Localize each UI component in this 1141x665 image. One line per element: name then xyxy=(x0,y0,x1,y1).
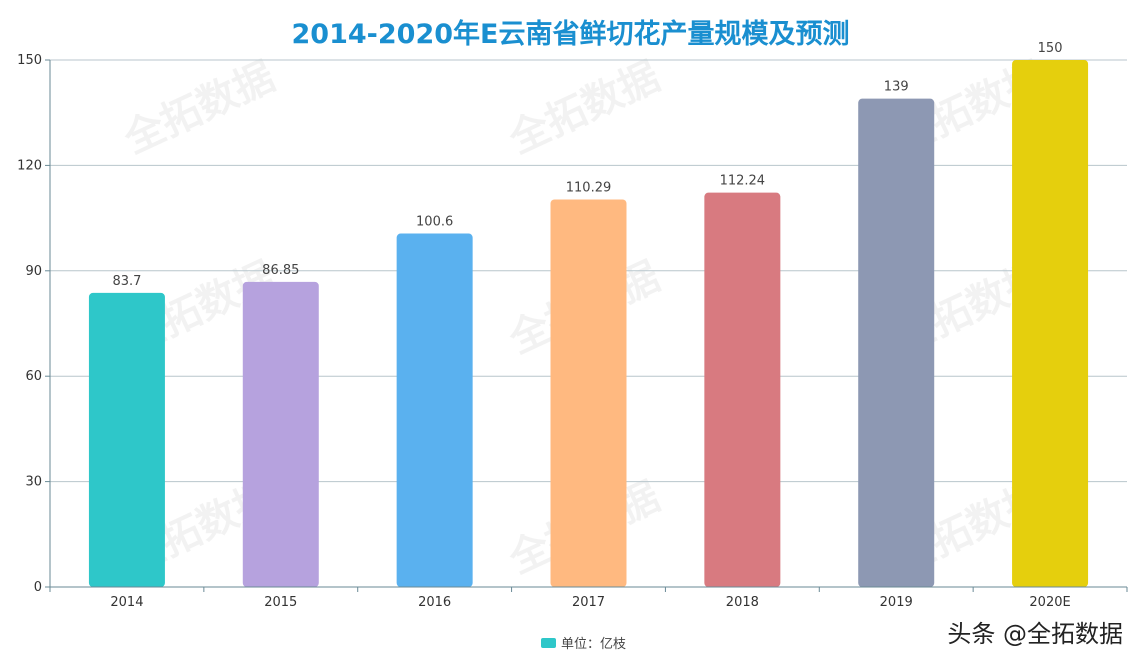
watermark-text: 全拓数据 xyxy=(116,54,281,164)
y-tick-label: 30 xyxy=(25,475,42,490)
x-tick-label: 2018 xyxy=(726,595,759,610)
chart-title: 2014-2020年E云南省鲜切花产量规模及预测 xyxy=(291,19,850,50)
data-label: 100.6 xyxy=(416,215,453,230)
data-label: 86.85 xyxy=(262,263,299,278)
bar xyxy=(704,192,781,588)
bar xyxy=(242,281,319,587)
bar xyxy=(858,98,935,587)
bar xyxy=(88,292,165,587)
data-label: 150 xyxy=(1038,41,1063,56)
x-tick-label: 2020E xyxy=(1029,595,1070,610)
bar xyxy=(1012,60,1089,587)
legend[interactable]: 单位：亿枝 xyxy=(541,633,626,652)
data-label: 139 xyxy=(884,80,909,95)
legend-swatch xyxy=(541,637,556,648)
bar xyxy=(550,199,627,587)
bar-series: 83.7 86.85 100.6 110.29 112.24 139 150 xyxy=(88,41,1089,588)
data-label: 112.24 xyxy=(720,174,766,189)
y-tick-label: 60 xyxy=(25,369,42,384)
x-axis: 2014 2015 2016 2017 2018 2019 2020E xyxy=(49,586,1128,610)
y-tick-label: 120 xyxy=(17,158,42,173)
x-tick-label: 2019 xyxy=(880,595,913,610)
data-label: 83.7 xyxy=(112,274,141,289)
bar xyxy=(396,233,473,588)
x-tick-label: 2017 xyxy=(572,595,605,610)
y-tick-label: 150 xyxy=(17,53,42,68)
legend-label: 单位：亿枝 xyxy=(561,637,627,652)
y-tick-label: 0 xyxy=(34,580,42,595)
x-tick-label: 2014 xyxy=(110,595,143,610)
y-tick-label: 90 xyxy=(25,264,42,279)
watermark-text: 全拓数据 xyxy=(501,54,666,164)
footer-watermark: 头条 @全拓数据 xyxy=(947,620,1123,648)
x-tick-label: 2016 xyxy=(418,595,451,610)
y-axis: 0 30 60 90 120 150 xyxy=(17,53,51,595)
x-tick-label: 2015 xyxy=(264,595,297,610)
data-label: 110.29 xyxy=(566,181,612,196)
